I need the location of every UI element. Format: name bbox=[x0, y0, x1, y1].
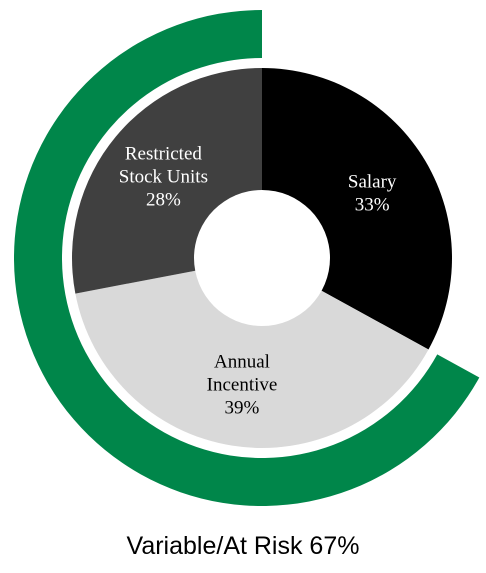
slice-annual-incentive bbox=[75, 258, 429, 448]
slice-label: Annual Incentive 39% bbox=[207, 351, 278, 418]
donut-hole bbox=[194, 190, 330, 326]
outer-ring-label: Variable/At Risk 67% bbox=[126, 532, 360, 560]
slice-label: Salary 33% bbox=[348, 171, 397, 215]
slice-label: Restricted Stock Units 28% bbox=[119, 143, 208, 210]
